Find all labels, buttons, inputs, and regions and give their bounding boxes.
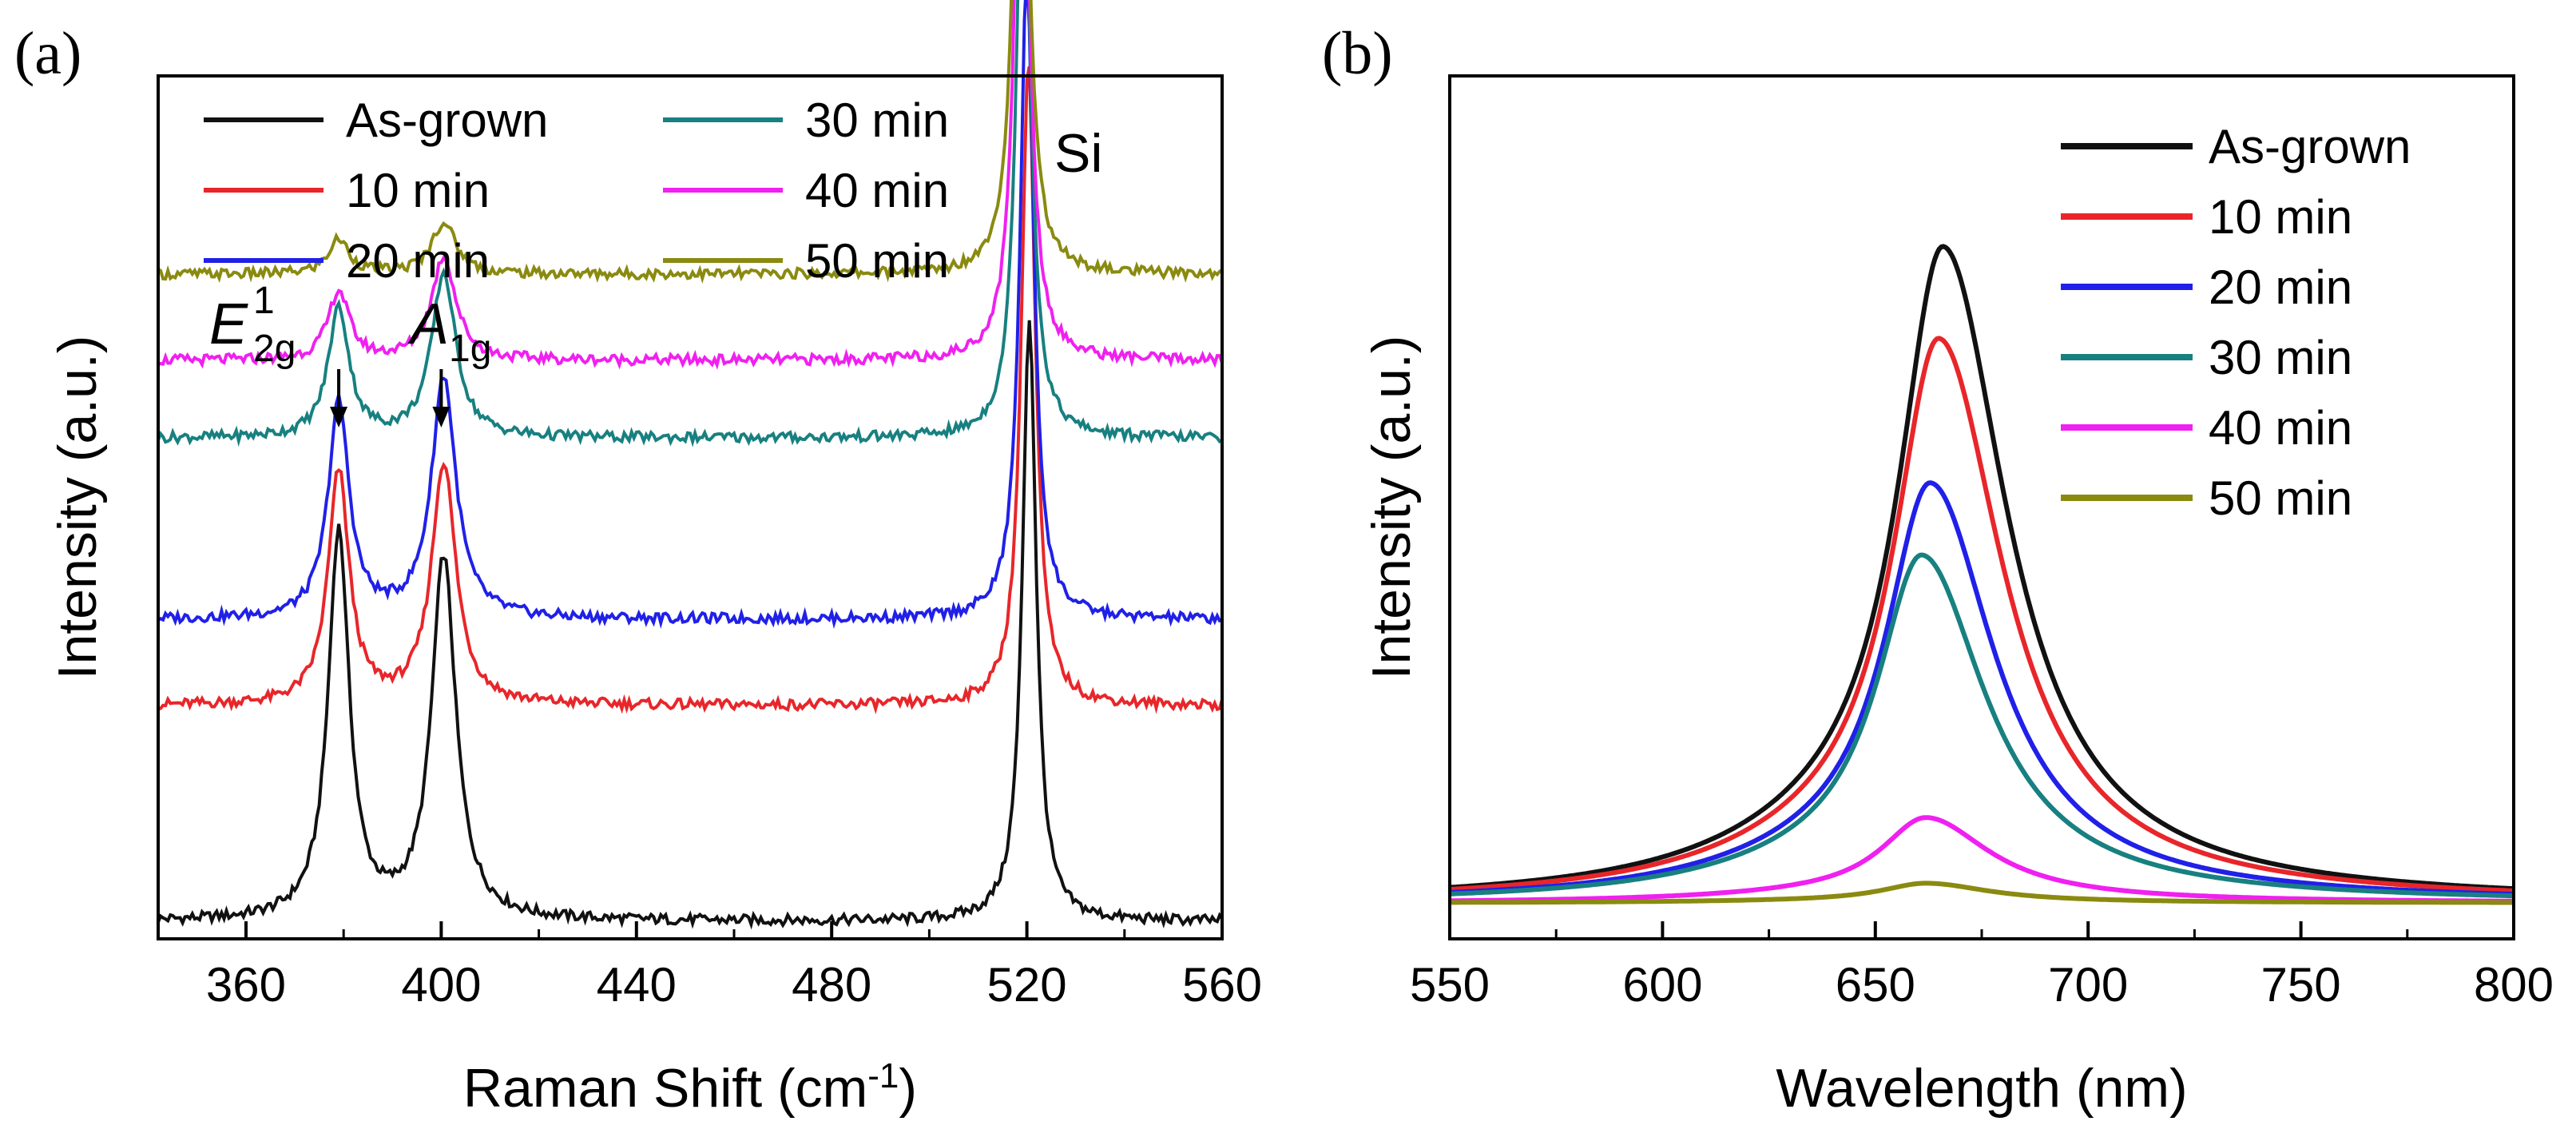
- pl-legend-label: 10 min: [2209, 190, 2352, 244]
- pl-legend-label: As-grown: [2209, 120, 2411, 173]
- raman-x-ticks: 360 400 440 480 520 560: [206, 921, 1262, 1012]
- pl-x-tick-label: 650: [1836, 958, 1915, 1012]
- pl-legend: As-grown 10 min 20 min 30 min 40 min 50 min: [2061, 120, 2411, 525]
- a1g-peak-label: A: [407, 292, 449, 356]
- pl-x-axis-title: Wavelength (nm): [1776, 1058, 2187, 1119]
- pl-legend-label: 20 min: [2209, 260, 2352, 314]
- pl-legend-label: 30 min: [2209, 331, 2352, 384]
- pl-spectra: [1449, 244, 2514, 905]
- raman-panel: (a) 360 400 440 480 520 560 Raman Shift (cm-1…: [14, 0, 1262, 1119]
- raman-x-tick-label: 520: [987, 958, 1067, 1012]
- raman-series-3: [157, 0, 1224, 447]
- pl-y-axis-title: Intensity (a.u.): [1361, 336, 1422, 680]
- pl-legend-label: 40 min: [2209, 401, 2352, 455]
- raman-legend-label: 10 min: [346, 164, 490, 217]
- pl-series-3: [1449, 552, 2514, 899]
- pl-x-tick-label: 800: [2474, 958, 2554, 1012]
- raman-legend: As-grown 10 min 20 min 30 min 40 min 50 min: [204, 93, 949, 288]
- raman-legend-label: 40 min: [805, 164, 949, 217]
- raman-x-tick-label: 560: [1182, 958, 1262, 1012]
- raman-series-0: [157, 320, 1224, 930]
- panel-label-b: (b): [1322, 20, 1393, 87]
- raman-x-tick-label: 440: [597, 958, 677, 1012]
- raman-peak-annotations: E 1 2g A 1g Si: [209, 123, 1102, 427]
- raman-legend-label: 50 min: [805, 234, 949, 288]
- raman-x-axis-title: Raman Shift (cm-1): [463, 1056, 917, 1119]
- raman-series-2: [157, 0, 1223, 630]
- raman-plot-frame: [157, 74, 1224, 940]
- raman-legend-label: 20 min: [346, 234, 490, 288]
- pl-series-2: [1449, 480, 2514, 897]
- si-peak-label: Si: [1054, 123, 1102, 184]
- pl-plot-frame: [1448, 74, 2515, 940]
- raman-series-5: [157, 0, 1224, 284]
- raman-x-tick-label: 480: [792, 958, 871, 1012]
- pl-x-tick-label: 750: [2261, 958, 2341, 1012]
- raman-x-tick-label: 400: [401, 958, 481, 1012]
- pl-x-tick-label: 600: [1622, 958, 1702, 1012]
- pl-series-4: [1450, 815, 2514, 904]
- panel-label-a: (a): [14, 20, 81, 87]
- pl-panel: (b) 550 600 650 700 750 800 Wavelength (nm) I…: [1322, 20, 2554, 1119]
- pl-series-0: [1449, 244, 2514, 892]
- e2g-peak-superscript: 1: [253, 280, 275, 322]
- pl-x-tick-label: 700: [2048, 958, 2128, 1012]
- arrow-head: [432, 407, 451, 427]
- arrow-head: [330, 407, 348, 427]
- pl-x-tick-label: 550: [1410, 958, 1490, 1012]
- raman-legend-label: 30 min: [805, 93, 949, 147]
- pl-legend-label: 50 min: [2209, 471, 2352, 525]
- pl-series-5: [1450, 881, 2514, 905]
- e2g-peak-subscript: 2g: [253, 328, 296, 370]
- a1g-peak-subscript: 1g: [449, 328, 491, 370]
- e2g-peak-label: E: [209, 292, 248, 356]
- raman-series-1: [157, 66, 1224, 715]
- raman-x-tick-label: 360: [206, 958, 286, 1012]
- raman-y-axis-title: Intensity (a.u.): [47, 336, 108, 680]
- pl-series-1: [1449, 336, 2514, 893]
- pl-x-ticks: 550 600 650 700 750 800: [1410, 921, 2554, 1012]
- raman-series-4: [157, 0, 1224, 370]
- raman-legend-label: As-grown: [346, 93, 548, 147]
